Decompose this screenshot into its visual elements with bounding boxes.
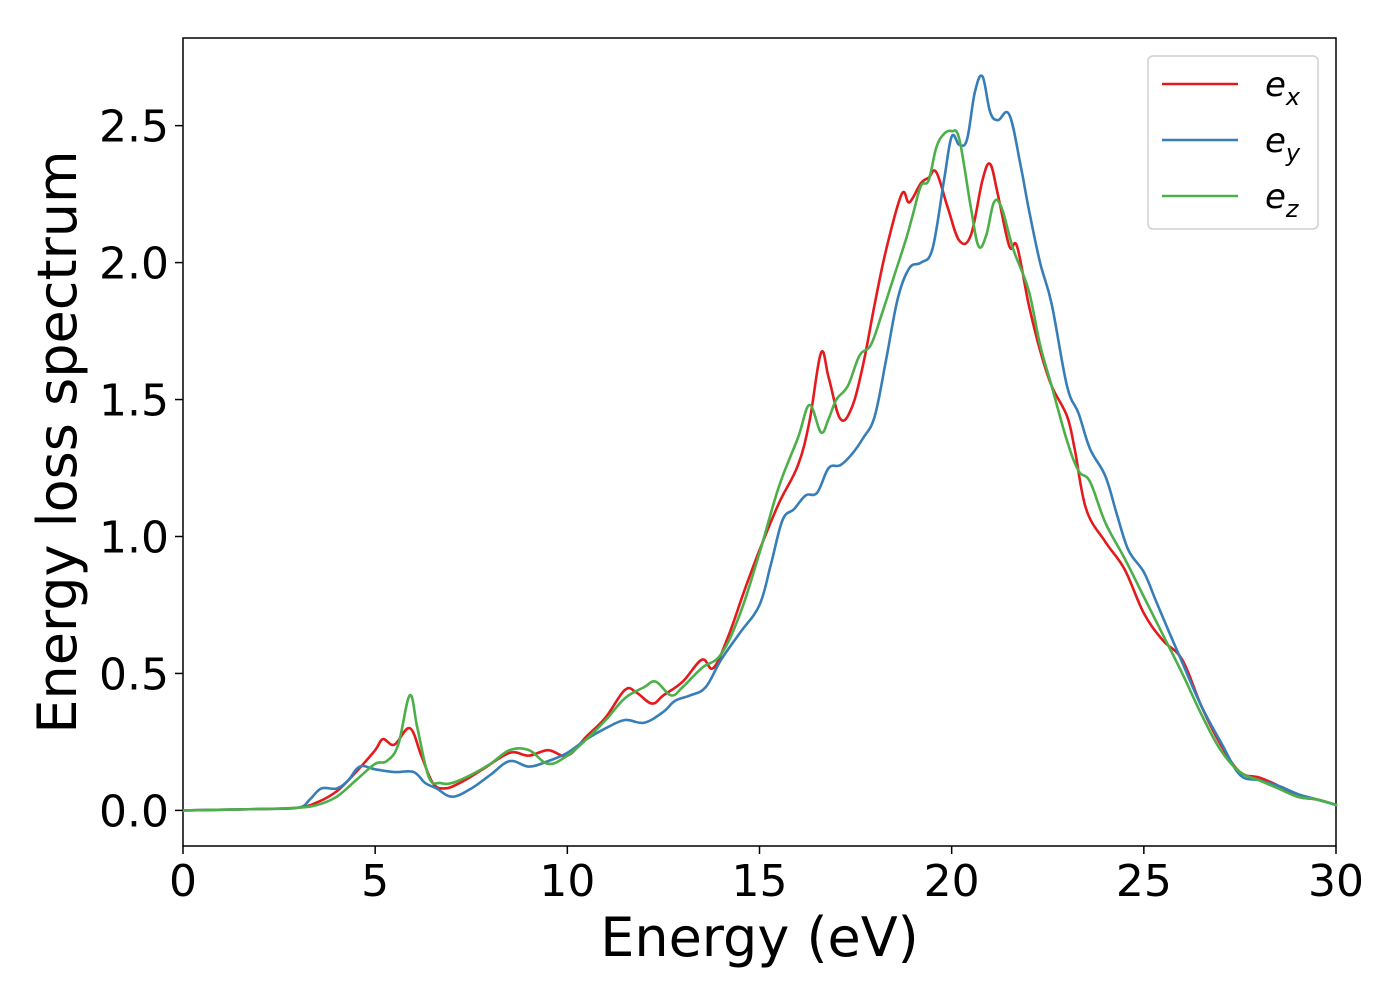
x-tick-label: 5 xyxy=(361,856,389,907)
x-tick-label: 15 xyxy=(732,856,788,907)
x-tick-label: 10 xyxy=(539,856,595,907)
y-tick-label: 1.5 xyxy=(99,376,169,427)
x-tick-label: 20 xyxy=(924,856,980,907)
y-tick-label: 1.0 xyxy=(99,512,169,563)
legend-entry-x: ex xyxy=(1265,65,1301,111)
x-axis-label: Energy (eV) xyxy=(600,906,919,969)
x-tick-label: 25 xyxy=(1116,856,1172,907)
series-line-z xyxy=(181,129,1338,812)
legend-entry-z: ez xyxy=(1265,177,1300,223)
x-axis: 0 5 10 15 20 25 30 xyxy=(169,846,1364,907)
legend-box xyxy=(1147,55,1319,230)
series-layer xyxy=(181,74,1338,812)
plot-area-frame xyxy=(182,37,1337,847)
legend-entry-y: ey xyxy=(1265,121,1301,167)
series-line-x xyxy=(181,162,1338,812)
y-axis-label: Energy loss spectrum xyxy=(26,150,89,733)
y-tick-label: 0.5 xyxy=(99,649,169,700)
legend: ex ey ez xyxy=(1147,55,1319,230)
x-tick-label: 0 xyxy=(169,856,197,907)
y-tick-label: 0.0 xyxy=(99,786,169,837)
y-tick-label: 2.5 xyxy=(99,102,169,153)
series-line-y xyxy=(181,74,1338,812)
x-tick-label: 30 xyxy=(1308,856,1364,907)
y-tick-label: 2.0 xyxy=(99,239,169,290)
y-axis: 0.0 0.5 1.0 1.5 2.0 2.5 xyxy=(99,102,183,837)
